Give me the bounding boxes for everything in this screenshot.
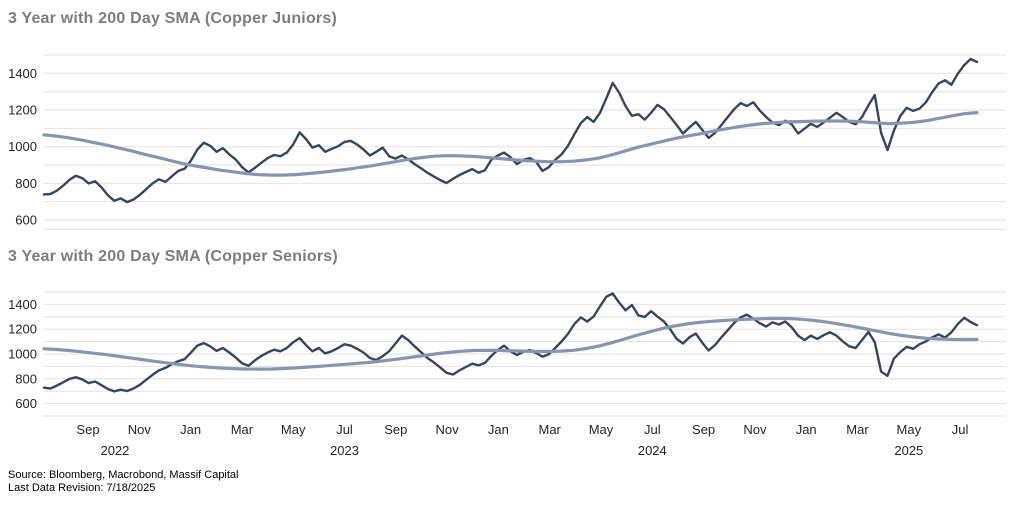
y-tick-label: 1400	[8, 297, 37, 312]
juniors-chart: 600 800 1000 1200 1400	[8, 54, 1006, 230]
x-tick-label: Nov	[435, 422, 459, 437]
chart-footer: Source: Bloomberg, Macrobond, Massif Cap…	[8, 469, 239, 495]
x-year-label: 2023	[330, 443, 359, 458]
seniors-chart-title: 3 Year with 200 Day SMA (Copper Seniors)	[8, 248, 338, 265]
y-tick-label: 800	[15, 176, 37, 191]
seniors-chart: 600 800 1000 1200 1400	[8, 291, 1006, 417]
x-tick-label: May	[588, 422, 614, 437]
juniors-chart-title: 3 Year with 200 Day SMA (Copper Juniors)	[8, 10, 337, 27]
x-year-label: 2024	[637, 443, 667, 458]
x-tick-label: Nov	[743, 422, 767, 437]
y-tick-label: 800	[15, 371, 37, 386]
revision-note: Last Data Revision: 7/18/2025	[8, 482, 156, 494]
x-tick-label: Jul	[643, 422, 661, 437]
x-tick-label: Sep	[384, 422, 408, 437]
x-tick-label: Nov	[127, 422, 151, 437]
x-year-label: 2022	[100, 443, 130, 458]
x-year-label: 2025	[894, 443, 924, 458]
x-tick-label: Jul	[951, 422, 969, 437]
sma-line	[42, 316, 979, 371]
shared-x-axis: Sep Nov Jan Mar May Jul Sep Nov Jan Mar May Jul Sep N…	[0, 420, 1012, 466]
x-tick-label: Sep	[76, 422, 100, 437]
y-tick-label: 1000	[8, 347, 37, 362]
x-tick-label: Mar	[846, 422, 869, 437]
sma-line	[42, 110, 979, 177]
price-line	[42, 292, 979, 393]
source-note: Source: Bloomberg, Macrobond, Massif Cap…	[8, 469, 239, 481]
y-tick-label: 600	[15, 396, 37, 411]
x-tick-label: May	[280, 422, 306, 437]
x-tick-label: Jul	[336, 422, 353, 437]
y-tick-label: 1200	[8, 103, 37, 118]
y-tick-label: 600	[15, 213, 37, 228]
x-tick-label: Jan	[795, 422, 817, 437]
x-tick-label: Mar	[538, 422, 561, 437]
y-tick-label: 1200	[8, 322, 37, 337]
x-tick-label: May	[896, 422, 922, 437]
price-line	[42, 57, 979, 204]
y-tick-label: 1000	[8, 139, 37, 154]
x-tick-label: Mar	[230, 422, 254, 437]
x-tick-label: Jan	[487, 422, 509, 437]
x-tick-label: Jan	[180, 422, 202, 437]
y-tick-label: 1400	[8, 66, 37, 81]
x-tick-label: Sep	[692, 422, 716, 437]
